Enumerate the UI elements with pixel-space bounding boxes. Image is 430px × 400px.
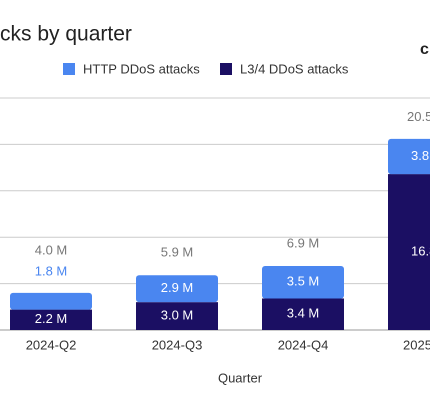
x-tick-label: 2024-Q3 bbox=[152, 337, 203, 352]
bar-segment bbox=[262, 265, 344, 299]
logo: c bbox=[420, 41, 429, 58]
bar-segment bbox=[10, 309, 92, 330]
bar-segment bbox=[262, 298, 344, 330]
value-label: 16.8 bbox=[411, 243, 430, 258]
value-label: 3.4 M bbox=[287, 306, 320, 321]
total-label: 5.9 M bbox=[161, 245, 194, 260]
legend-label: L3/4 DDoS attacks bbox=[240, 61, 349, 76]
value-label: 3.0 M bbox=[161, 308, 194, 323]
legend-label: HTTP DDoS attacks bbox=[83, 61, 200, 76]
value-label: 2.9 M bbox=[161, 280, 194, 295]
x-tick-label: 2024-Q4 bbox=[278, 337, 329, 352]
chart-title: cks by quarter bbox=[0, 23, 132, 46]
bar-segment bbox=[388, 138, 430, 175]
x-axis-title: Quarter bbox=[218, 370, 263, 385]
value-label: 3.8 bbox=[411, 148, 429, 163]
total-label: 4.0 M bbox=[35, 242, 68, 257]
value-label: 3.5 M bbox=[287, 274, 320, 289]
bar-segment bbox=[136, 302, 218, 330]
value-label: 2.2 M bbox=[35, 311, 68, 326]
legend-swatch bbox=[220, 63, 232, 75]
total-label: 6.9 M bbox=[287, 235, 320, 250]
legend-swatch bbox=[63, 63, 75, 75]
bar-segment bbox=[10, 292, 92, 310]
x-tick-label: 2024-Q2 bbox=[26, 337, 77, 352]
x-tick-label: 2025 bbox=[403, 337, 430, 352]
value-label: 1.8 M bbox=[35, 263, 68, 278]
bar-segment bbox=[136, 275, 218, 303]
bar-segment bbox=[388, 174, 430, 330]
total-label: 20.5 bbox=[407, 109, 430, 124]
